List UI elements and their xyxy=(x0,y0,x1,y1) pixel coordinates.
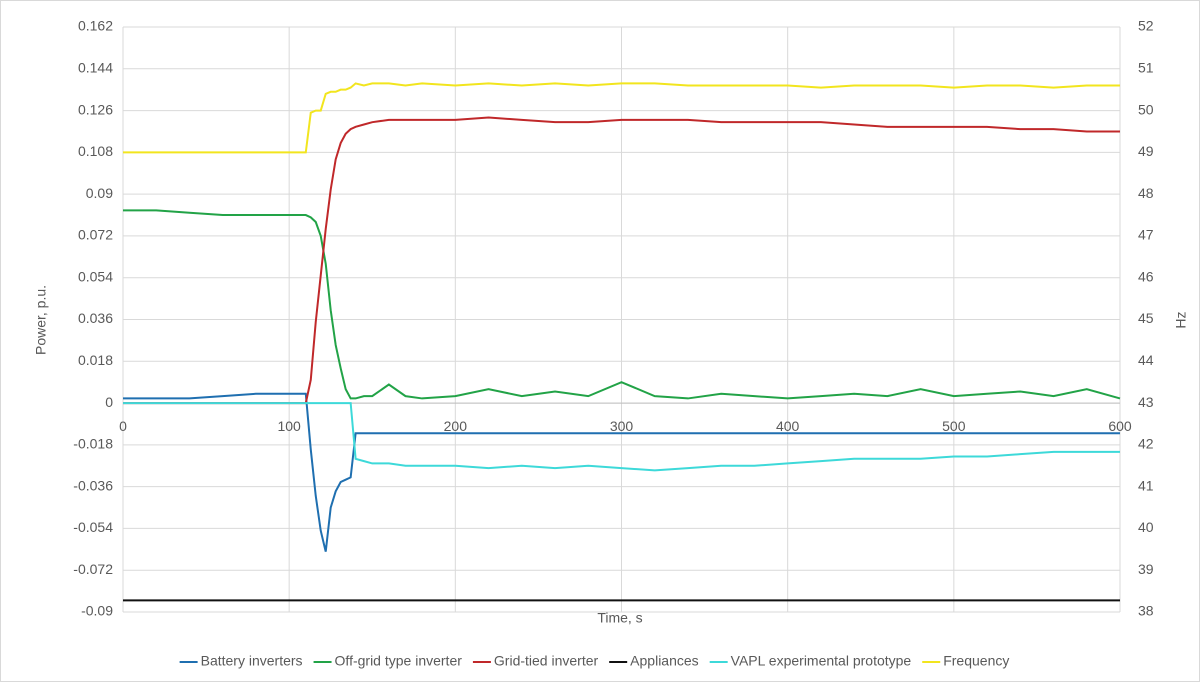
legend-label: VAPL experimental prototype xyxy=(731,653,912,669)
y2-tick-label: 51 xyxy=(1138,59,1154,75)
y2-tick-label: 41 xyxy=(1138,477,1154,493)
y2-tick-label: 43 xyxy=(1138,394,1154,410)
y2-tick-label: 49 xyxy=(1138,143,1154,159)
x-tick-label: 300 xyxy=(610,418,634,434)
y-axis-label: Power, p.u. xyxy=(33,285,49,355)
y2-tick-label: 48 xyxy=(1138,185,1154,201)
y-tick-label: 0.072 xyxy=(78,227,113,243)
x-tick-label: 0 xyxy=(119,418,127,434)
y-tick-label: -0.054 xyxy=(73,519,113,535)
y-tick-label: 0.054 xyxy=(78,268,113,284)
y-tick-label: -0.036 xyxy=(73,477,113,493)
series-line xyxy=(123,209,1121,400)
y2-tick-label: 45 xyxy=(1138,310,1154,326)
y-tick-label: -0.018 xyxy=(73,436,113,452)
y-tick-label: 0.126 xyxy=(78,101,113,117)
y2-tick-label: 46 xyxy=(1138,268,1154,284)
legend-label: Grid-tied inverter xyxy=(494,653,599,669)
y2-axis-label: Hz xyxy=(1173,311,1189,328)
x-tick-label: 200 xyxy=(444,418,468,434)
y-tick-label: -0.072 xyxy=(73,561,113,577)
y-tick-label: 0.162 xyxy=(78,18,113,34)
legend-label: Off-grid type inverter xyxy=(335,653,463,669)
legend-label: Appliances xyxy=(630,653,699,669)
y2-tick-label: 44 xyxy=(1138,352,1154,368)
series-line xyxy=(123,82,1120,154)
series-line xyxy=(123,116,1120,405)
y2-tick-label: 50 xyxy=(1138,101,1154,117)
x-tick-label: 600 xyxy=(1108,418,1132,434)
series-line xyxy=(123,402,1120,472)
y-tick-label: 0 xyxy=(105,394,113,410)
y-tick-label: 0.09 xyxy=(86,185,113,201)
x-axis-label: Time, s xyxy=(597,610,642,626)
y-tick-label: 0.108 xyxy=(78,143,113,159)
series-line xyxy=(123,392,1120,552)
y2-tick-label: 42 xyxy=(1138,436,1154,452)
y-tick-label: 0.036 xyxy=(78,310,113,326)
legend-label: Frequency xyxy=(943,653,1009,669)
y2-tick-label: 38 xyxy=(1138,603,1154,619)
x-tick-label: 100 xyxy=(277,418,301,434)
y2-tick-label: 40 xyxy=(1138,519,1154,535)
legend-label: Battery inverters xyxy=(201,653,303,669)
y-tick-label: 0.018 xyxy=(78,352,113,368)
y-tick-label: 0.144 xyxy=(78,59,113,75)
x-tick-label: 500 xyxy=(942,418,966,434)
x-tick-label: 400 xyxy=(776,418,800,434)
y-tick-label: -0.09 xyxy=(81,603,113,619)
y2-tick-label: 39 xyxy=(1138,561,1154,577)
y2-tick-label: 47 xyxy=(1138,227,1154,243)
y2-tick-label: 52 xyxy=(1138,18,1154,34)
